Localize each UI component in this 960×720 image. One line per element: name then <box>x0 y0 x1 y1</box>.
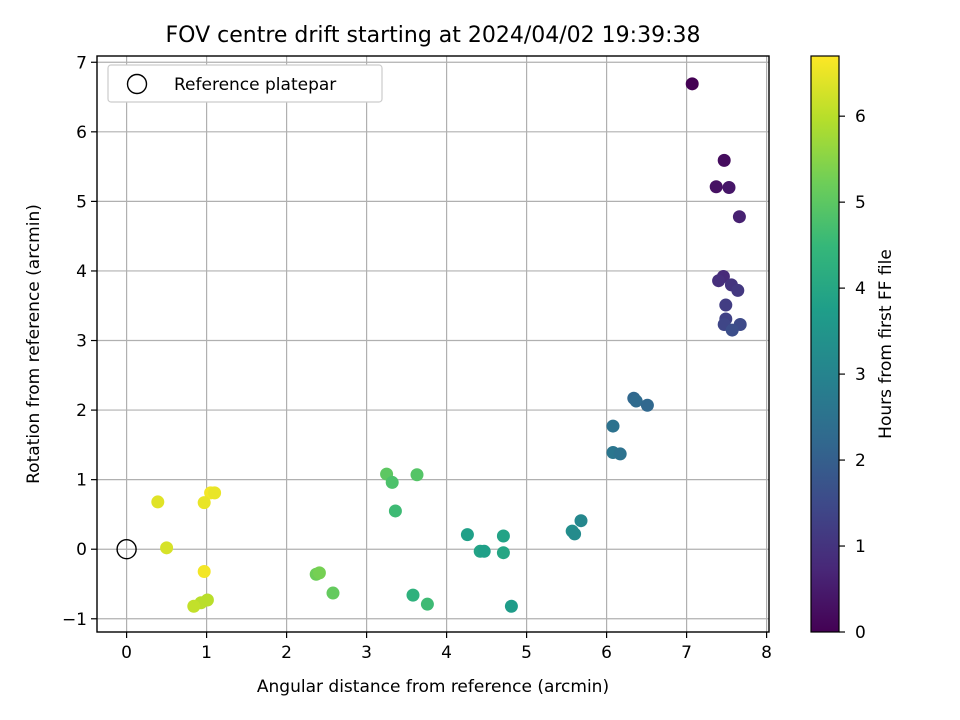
y-axis-label: Rotation from reference (arcmin) <box>24 204 44 484</box>
colorbar-tick-label: 0 <box>855 623 866 643</box>
data-point <box>187 599 201 613</box>
legend: Reference platepar <box>107 64 383 103</box>
data-point <box>725 323 739 337</box>
data-point <box>197 564 211 578</box>
x-tick-label: 1 <box>201 643 212 663</box>
x-axis-ticks: 0 1 2 3 4 5 6 7 8 <box>121 632 772 663</box>
reference-platepar-marker <box>116 539 137 560</box>
x-tick-label: 4 <box>441 643 452 663</box>
colorbar-tick-label: 6 <box>855 107 866 127</box>
colorbar-label: Hours from first FF file <box>876 249 896 439</box>
data-point <box>151 495 165 509</box>
legend-label: Reference platepar <box>174 75 336 95</box>
colorbar-tick-label: 4 <box>855 279 866 299</box>
colorbar-tick-label: 1 <box>855 537 866 557</box>
data-point <box>460 528 474 542</box>
y-axis-ticks: −1 0 1 2 3 4 5 6 7 <box>62 53 97 630</box>
data-point <box>496 546 510 560</box>
colorbar-tick-label: 5 <box>855 193 866 213</box>
data-point <box>312 566 326 580</box>
data-point <box>629 394 643 408</box>
plot-frame <box>96 55 770 633</box>
colorbar-tick-label: 3 <box>855 365 866 385</box>
data-point <box>731 283 745 297</box>
x-tick-label: 8 <box>761 643 772 663</box>
data-point <box>613 447 627 461</box>
data-point <box>208 486 222 500</box>
data-points <box>151 77 747 613</box>
x-axis-label: Angular distance from reference (arcmin) <box>257 677 609 697</box>
legend-marker-reference <box>126 73 148 95</box>
y-tick-label: 4 <box>76 262 87 282</box>
data-point <box>574 514 588 528</box>
y-tick-label: 3 <box>76 332 87 352</box>
data-point <box>709 180 723 194</box>
y-tick-label: 1 <box>76 471 87 491</box>
x-tick-label: 6 <box>601 643 612 663</box>
data-point <box>719 298 733 312</box>
data-point <box>712 274 726 288</box>
legend-box <box>107 64 383 103</box>
data-point <box>732 210 746 224</box>
x-tick-label: 3 <box>361 643 372 663</box>
data-point <box>496 529 510 543</box>
colorbar-gradient <box>810 55 840 633</box>
grid <box>97 56 769 632</box>
data-point <box>388 504 402 518</box>
data-point <box>640 398 654 412</box>
data-point <box>160 541 174 555</box>
data-point <box>420 597 434 611</box>
x-tick-label: 0 <box>121 643 132 663</box>
colorbar-ticks: 0 1 2 3 4 5 6 <box>839 107 866 643</box>
y-tick-label: 6 <box>76 123 87 143</box>
data-point <box>410 468 424 482</box>
data-point <box>406 588 420 602</box>
y-tick-label: 5 <box>76 192 87 212</box>
y-tick-label: 0 <box>76 540 87 560</box>
data-point <box>717 153 731 167</box>
colorbar: 0 1 2 3 4 5 6 Hours from first FF file <box>810 55 896 643</box>
x-tick-label: 2 <box>281 643 292 663</box>
data-point <box>606 419 620 433</box>
colorbar-tick-label: 2 <box>855 451 866 471</box>
y-tick-label: 2 <box>76 401 87 421</box>
y-tick-label: −1 <box>62 610 87 630</box>
data-point <box>326 586 340 600</box>
x-tick-label: 7 <box>681 643 692 663</box>
data-point <box>504 599 518 613</box>
data-point <box>568 527 582 541</box>
data-point <box>385 475 399 489</box>
data-point <box>197 496 211 510</box>
data-point <box>477 544 491 558</box>
data-point <box>722 180 736 194</box>
y-tick-label: 7 <box>76 53 87 73</box>
chart-title: FOV centre drift starting at 2024/04/02 … <box>166 23 701 48</box>
data-point <box>685 77 699 91</box>
x-tick-label: 5 <box>521 643 532 663</box>
